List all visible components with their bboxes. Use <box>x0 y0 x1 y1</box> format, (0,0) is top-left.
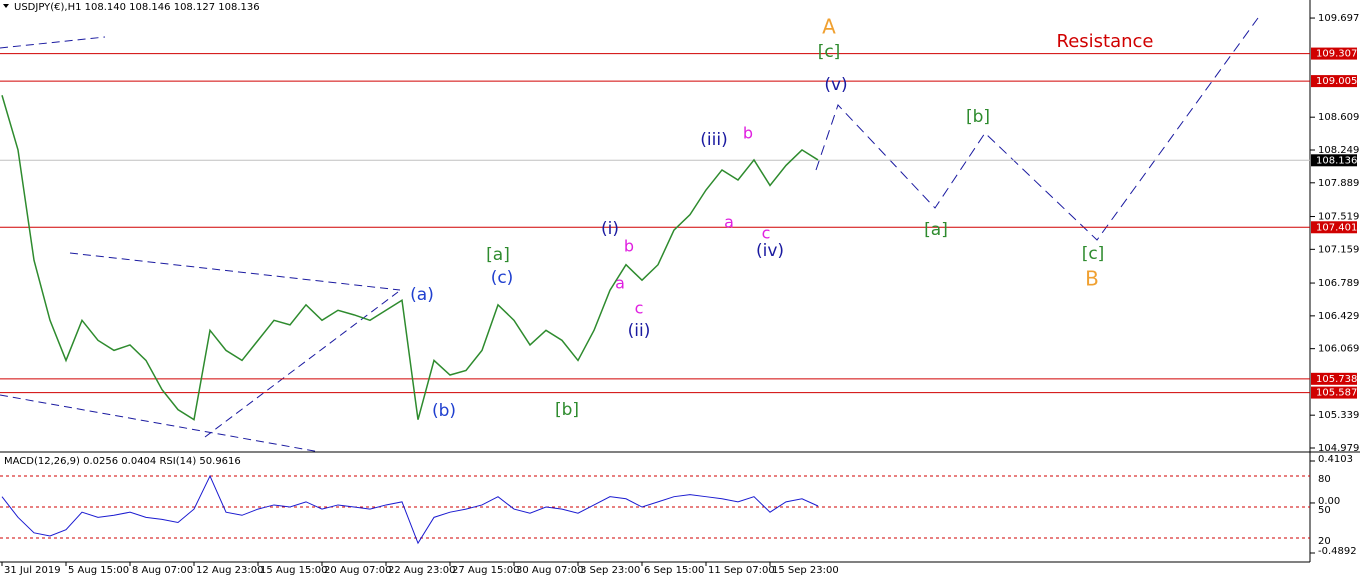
level-label: 105.587 <box>1316 388 1357 399</box>
y-tick-label: 108.609 <box>1318 112 1359 123</box>
wave-label: a <box>615 274 625 293</box>
macd-tick-label: 0.4103 <box>1318 454 1353 465</box>
level-label: 105.738 <box>1316 374 1357 385</box>
wave-label: (c) <box>491 268 514 288</box>
wave-label: c <box>762 224 771 243</box>
wave-label: (v) <box>824 75 847 95</box>
menu-arrow <box>3 4 9 8</box>
level-box <box>1311 372 1357 385</box>
rsi-tick-label: 80 <box>1318 474 1331 485</box>
current-price-label: 108.136 <box>1316 155 1357 166</box>
wave-label: A <box>822 15 836 39</box>
current-price-box <box>1311 154 1357 167</box>
level-box <box>1311 386 1357 399</box>
macd-tick-label: -0.4892 <box>1318 546 1357 557</box>
wave-label: (iii) <box>700 130 727 150</box>
wave-label: b <box>624 237 634 256</box>
wave-label: [b] <box>555 400 579 420</box>
wave-label: [c] <box>818 42 841 62</box>
wave-label: a <box>724 213 734 232</box>
x-tick-label: 27 Aug 15:00 <box>452 565 519 576</box>
wave-label: [a] <box>924 220 948 240</box>
y-tick-label: 104.979 <box>1318 443 1359 454</box>
y-tick-label: 108.249 <box>1318 145 1359 156</box>
level-label: 109.307 <box>1316 49 1357 60</box>
x-tick-label: 31 Jul 2019 <box>4 565 61 576</box>
wave-label: [b] <box>966 107 990 127</box>
y-tick-label: 109.697 <box>1318 13 1359 24</box>
rsi-tick-label: 20 <box>1318 536 1331 547</box>
x-tick-label: 3 Sep 23:00 <box>580 565 640 576</box>
x-tick-label: 8 Aug 07:00 <box>132 565 193 576</box>
macd-tick-label: 0.00 <box>1318 496 1340 507</box>
level-box <box>1311 47 1357 60</box>
projection-path <box>815 17 1259 241</box>
level-label: 107.401 <box>1316 222 1357 233</box>
x-tick-label: 15 Aug 15:00 <box>260 565 327 576</box>
wave-label: c <box>635 299 644 318</box>
x-tick-label: 22 Aug 23:00 <box>388 565 455 576</box>
wave-label: B <box>1085 267 1099 291</box>
wave-label: (ii) <box>628 321 651 341</box>
rsi-line <box>1 474 819 545</box>
x-tick-label: 12 Aug 23:00 <box>196 565 263 576</box>
level-label: 109.005 <box>1316 76 1357 87</box>
price-line <box>1 95 819 421</box>
wave-label: (b) <box>432 401 456 421</box>
wave-label: (a) <box>410 285 434 305</box>
x-tick-label: 5 Aug 15:00 <box>68 565 129 576</box>
wave-label: [a] <box>486 245 510 265</box>
level-box <box>1311 221 1357 234</box>
x-tick-label: 6 Sep 15:00 <box>644 565 704 576</box>
y-tick-label: 106.429 <box>1318 311 1359 322</box>
x-tick-label: 20 Aug 07:00 <box>324 565 391 576</box>
trendlines <box>0 36 401 453</box>
y-tick-label: 106.789 <box>1318 278 1359 289</box>
y-tick-label: 106.069 <box>1318 344 1359 355</box>
level-box <box>1311 75 1357 88</box>
y-tick-label: 107.889 <box>1318 178 1359 189</box>
indicator-header: MACD(12,26,9) 0.0256 0.0404 RSI(14) 50.9… <box>4 456 241 467</box>
y-tick-label: 107.519 <box>1318 212 1359 223</box>
wave-label: (iv) <box>756 241 784 261</box>
y-tick-label: 105.339 <box>1318 410 1359 421</box>
wave-label: b <box>743 124 753 143</box>
x-tick-label: 11 Sep 07:00 <box>708 565 775 576</box>
x-tick-label: 15 Sep 23:00 <box>772 565 839 576</box>
x-tick-label: 30 Aug 07:00 <box>516 565 583 576</box>
wave-label: (i) <box>601 219 619 239</box>
rsi-tick-label: 50 <box>1318 505 1331 516</box>
wave-label: [c] <box>1082 244 1105 264</box>
y-tick-label: 107.159 <box>1318 244 1359 255</box>
chart-header: USDJPY(€),H1 108.140 108.146 108.127 108… <box>14 2 260 13</box>
wave-label: Resistance <box>1057 31 1154 52</box>
